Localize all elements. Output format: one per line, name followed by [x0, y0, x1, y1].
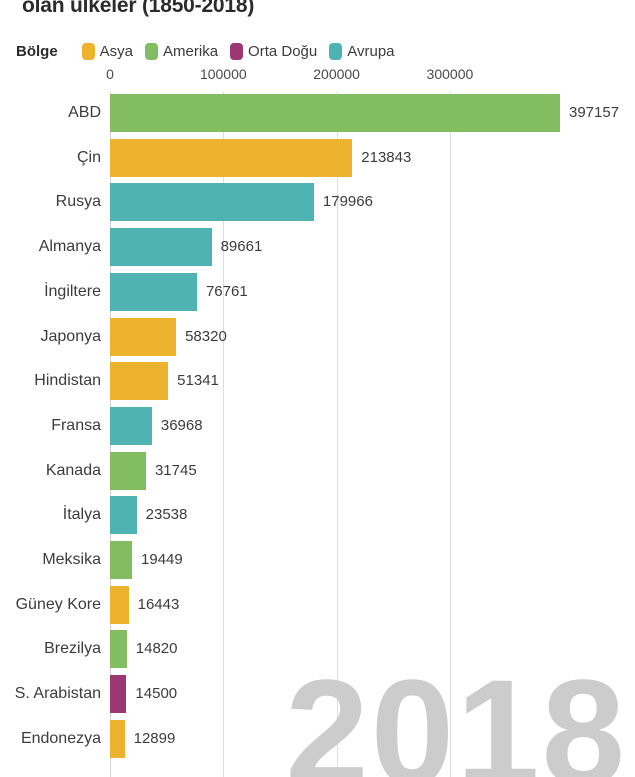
- bar-value-label: 23538: [145, 506, 188, 524]
- bar-row[interactable]: Hindistan 51341: [0, 362, 635, 401]
- bar-row[interactable]: Endonezya 12899: [0, 719, 635, 758]
- bar-category-label: Güney Kore: [15, 595, 101, 613]
- gridline: [449, 92, 451, 777]
- gridline: [223, 92, 225, 777]
- bar-value-label: 89661: [220, 238, 263, 256]
- bar-value-label: 397157: [569, 104, 620, 121]
- bar-category-label: S. Arabistan: [14, 685, 101, 703]
- bar-row[interactable]: Brezilya 14820: [0, 630, 635, 669]
- bar-rect[interactable]: [110, 406, 152, 445]
- bar-category-label: İngiltere: [44, 282, 101, 300]
- bar-rect[interactable]: [110, 94, 560, 132]
- x-tick-label: 0: [106, 66, 114, 82]
- bar-category-label: Çin: [76, 148, 101, 166]
- legend-swatch-orta-dogu: [230, 42, 244, 60]
- bar-category-label: İtalya: [62, 506, 101, 524]
- x-tick-label: 200000: [313, 66, 360, 82]
- bar-value-label: 14500: [135, 685, 178, 703]
- legend-item-label: Orta Doğu: [248, 42, 318, 60]
- bar-rect[interactable]: [110, 317, 177, 356]
- legend-items: Asya Amerika Orta Doğu Avrupa: [81, 42, 407, 60]
- legend-item-asya[interactable]: Asya: [81, 42, 134, 60]
- bar-row[interactable]: Rusya 179966: [0, 183, 635, 222]
- bar-value-label: 19449: [141, 551, 183, 568]
- bar-value-label: 76761: [205, 282, 248, 300]
- bar-category-label: Brezilya: [44, 640, 101, 658]
- bar-row[interactable]: Fransa 36968: [0, 406, 635, 445]
- bar-value-label: 36968: [160, 416, 203, 434]
- legend-item-orta-doğu[interactable]: Orta Doğu: [230, 42, 318, 60]
- bar-category-label: Rusya: [55, 193, 101, 211]
- legend-swatch-avrupa: [329, 42, 343, 60]
- bar-value-label: 213843: [361, 148, 412, 166]
- bar-value-label: 16443: [137, 595, 180, 613]
- bar-row[interactable]: İngiltere 76761: [0, 272, 635, 311]
- bar-rect[interactable]: [110, 541, 133, 579]
- bar-rect[interactable]: [110, 719, 125, 758]
- bar-category-label: Japonya: [40, 327, 102, 345]
- legend-item-amerika[interactable]: Amerika: [145, 42, 219, 60]
- legend-item-avrupa[interactable]: Avrupa: [329, 42, 395, 60]
- bar-category-label: Almanya: [38, 238, 101, 256]
- legend-item-label: Avrupa: [347, 42, 395, 60]
- bar-rect[interactable]: [110, 228, 212, 267]
- bar-value-label: 31745: [154, 461, 197, 479]
- bar-rect[interactable]: [110, 183, 314, 222]
- x-tick-label: 300000: [426, 66, 474, 82]
- bar-rect[interactable]: [110, 451, 146, 490]
- bar-row[interactable]: Kanada 31745: [0, 451, 635, 490]
- bar-rect[interactable]: [110, 272, 197, 311]
- bar-value-label: 179966: [322, 193, 373, 211]
- bar-row[interactable]: ABD 397157: [0, 94, 635, 132]
- bars-layer: ABD 397157 Çin 213843 Rusya 179966 Almanya 8966…: [0, 92, 635, 777]
- bar-row[interactable]: Güney Kore 16443: [0, 585, 635, 624]
- legend-swatch-asya: [81, 42, 95, 60]
- legend: Bölge Asya Amerika Orta Doğu Avrupa: [16, 40, 407, 62]
- x-axis-tick-labels: 0 100000 200000 300000: [0, 66, 635, 92]
- bar-value-label: 12899: [133, 729, 176, 747]
- bar-category-label: Fransa: [51, 416, 101, 434]
- x-tick-label: 100000: [199, 66, 247, 82]
- bar-row[interactable]: Japonya 58320: [0, 317, 635, 356]
- bar-rect[interactable]: [110, 138, 353, 177]
- bar-row[interactable]: S. Arabistan 14500: [0, 675, 635, 714]
- gridline: [336, 92, 338, 777]
- bar-row[interactable]: Çin 213843: [0, 138, 635, 177]
- bar-row[interactable]: Almanya 89661: [0, 228, 635, 267]
- bar-row[interactable]: Meksika 19449: [0, 541, 635, 579]
- bar-category-label: Kanada: [45, 461, 101, 479]
- plot-area: 0 100000 200000 300000 2018 ABD 397157 Çin 213…: [0, 66, 635, 777]
- bar-value-label: 51341: [177, 372, 219, 390]
- legend-title: Bölge: [16, 42, 58, 60]
- bar-rect[interactable]: [110, 675, 127, 714]
- bar-category-label: Hindistan: [34, 372, 101, 390]
- bar-row[interactable]: İtalya 23538: [0, 496, 635, 535]
- legend-item-label: Amerika: [163, 42, 219, 60]
- legend-item-label: Asya: [99, 42, 134, 60]
- bar-category-label: ABD: [68, 104, 101, 121]
- bar-rect[interactable]: [110, 496, 137, 535]
- legend-swatch-amerika: [145, 42, 159, 60]
- bar-category-label: Endonezya: [20, 729, 101, 747]
- bar-rect[interactable]: [110, 630, 127, 669]
- bar-category-label: Meksika: [42, 551, 101, 568]
- bar-rect[interactable]: [110, 585, 129, 624]
- bar-value-label: 14820: [135, 640, 178, 658]
- page-title: olan ülkeler (1850-2018): [22, 0, 255, 17]
- bar-rect[interactable]: [110, 362, 169, 401]
- bar-value-label: 58320: [185, 327, 227, 345]
